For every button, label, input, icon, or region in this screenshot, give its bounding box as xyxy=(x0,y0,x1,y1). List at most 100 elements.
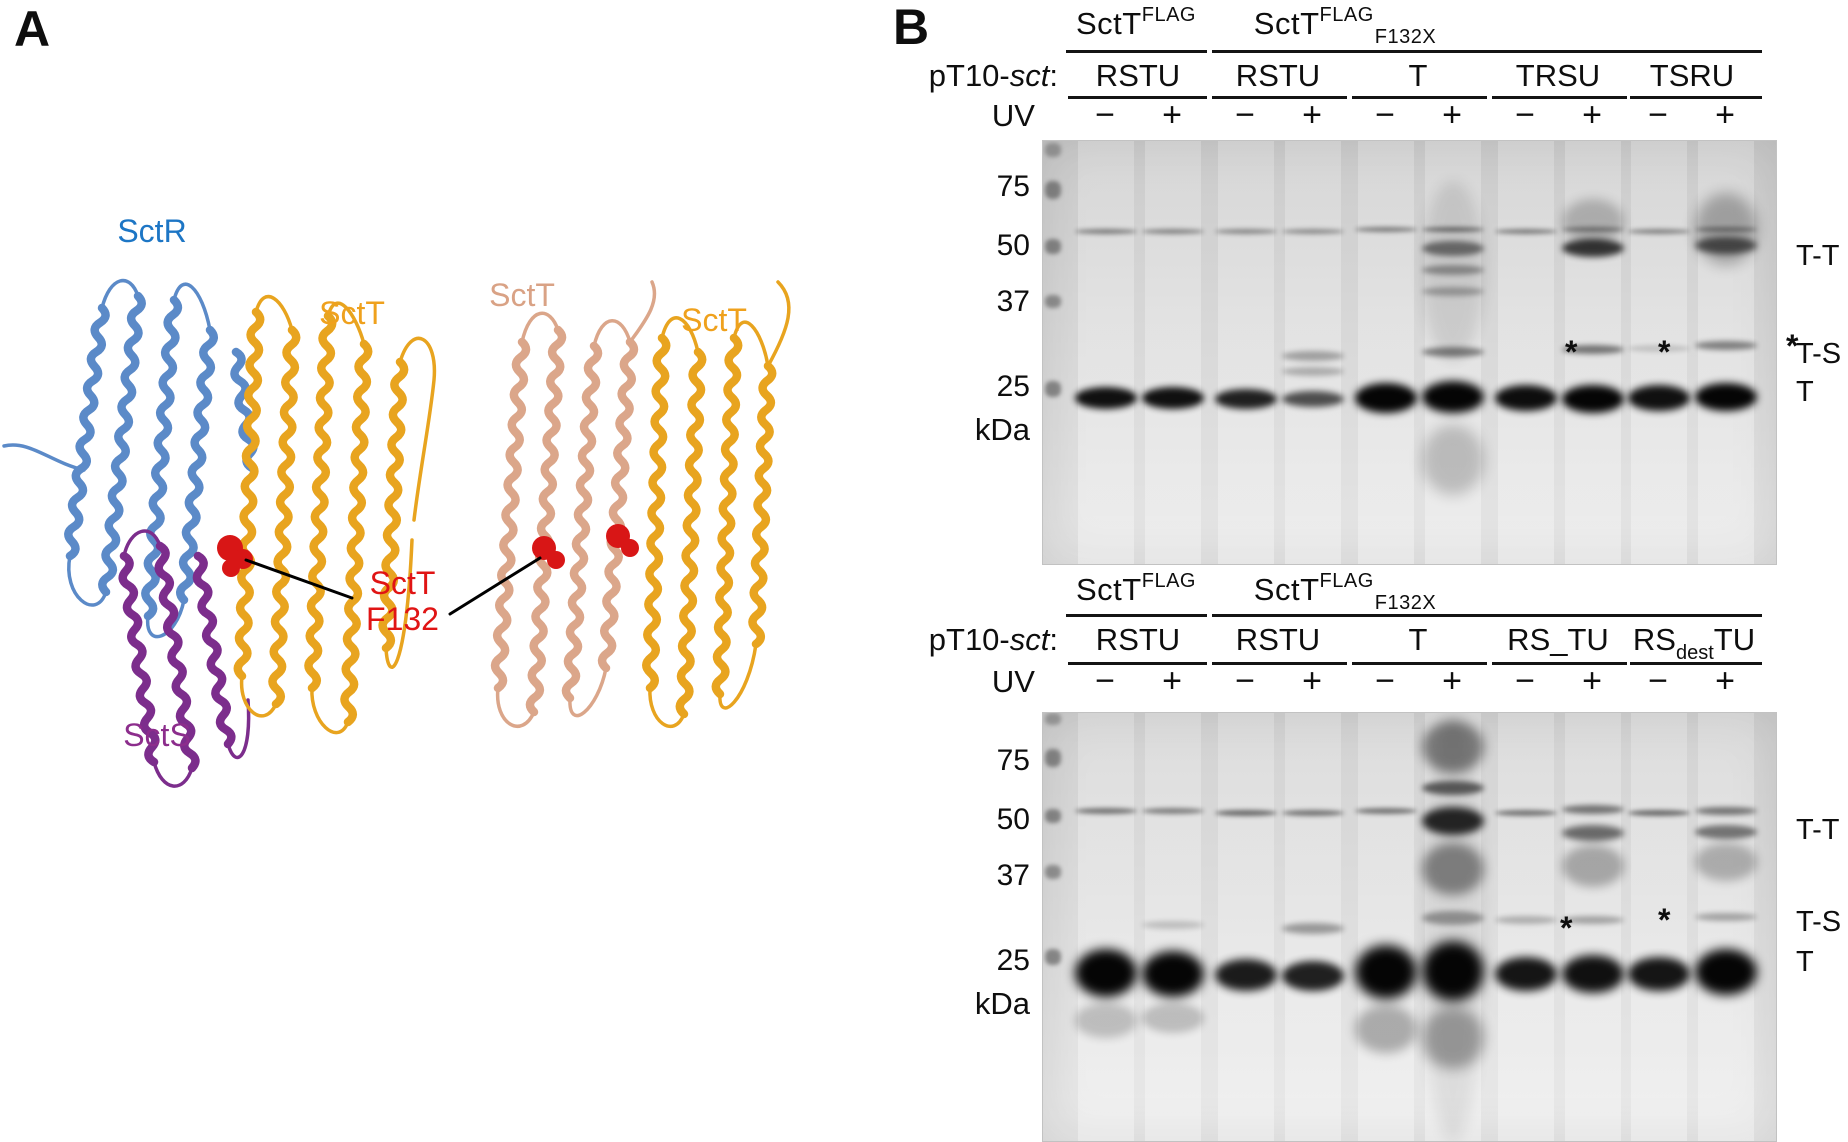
uv-plus-sign: + xyxy=(1715,662,1735,700)
mw-marker-label: 37 xyxy=(996,859,1030,892)
crosslink-band-asterisk: * xyxy=(1560,910,1573,946)
uv-plus-sign: + xyxy=(1715,96,1735,134)
sctt-pale-ribbon-loop xyxy=(495,686,536,728)
lane-group-name: TSRU xyxy=(1649,58,1735,93)
uv-plus-sign: + xyxy=(1582,96,1602,134)
construct-name: SctT xyxy=(1253,572,1320,607)
sctt-2-ribbon-helix xyxy=(675,347,707,719)
protein-band xyxy=(1494,385,1558,411)
band-identity-label: T-T xyxy=(1796,814,1840,846)
f132-pointer-line xyxy=(244,558,354,600)
ladder-band xyxy=(1045,949,1061,965)
label-sctt-dimer-pale: SctT xyxy=(489,277,555,313)
plasmid-row-label-part: pT10- xyxy=(928,622,1010,657)
f132-residue-highlight xyxy=(222,559,240,577)
uv-row-label: UV xyxy=(991,98,1035,133)
lane-group-name: T xyxy=(1408,622,1428,657)
uv-minus-sign: − xyxy=(1095,96,1115,134)
protein-band xyxy=(1627,385,1691,411)
protein-band xyxy=(1354,227,1418,232)
construct-header: SctTFLAG xyxy=(1076,570,1196,608)
sctt-2-ribbon-loop xyxy=(648,686,686,729)
construct-name: SctT xyxy=(1253,6,1320,41)
gel-lane xyxy=(1141,713,1205,1141)
protein-band xyxy=(1141,1003,1205,1033)
label-sctt-f132: SctT F132 xyxy=(345,565,460,638)
sctt-pale-ribbon-helix xyxy=(490,337,531,693)
lane-group-underline xyxy=(1630,662,1762,665)
protein-band xyxy=(1694,825,1758,839)
lane-group-label: TRSU xyxy=(1516,58,1600,94)
protein-band xyxy=(1694,913,1758,921)
label-sctr: SctR xyxy=(117,213,187,249)
crosslink-band-asterisk: * xyxy=(1658,902,1671,938)
protein-band xyxy=(1421,721,1485,773)
sctt-pale-ribbon-loop xyxy=(520,311,560,344)
protein-band xyxy=(1354,1005,1418,1053)
protein-band xyxy=(1141,229,1205,234)
uv-plus-sign: + xyxy=(1162,662,1182,700)
protein-band xyxy=(1281,229,1345,234)
label-f132-line2: F132 xyxy=(366,600,439,637)
scts-ribbon-helix xyxy=(154,541,200,773)
protein-band xyxy=(1561,825,1625,841)
sctr-ribbon-helix xyxy=(98,291,146,597)
construct-mutation-subscript: F132X xyxy=(1374,26,1437,48)
gel-lane xyxy=(1627,713,1691,1141)
sctt-pale-ribbon-loop xyxy=(628,280,657,344)
protein-band xyxy=(1494,810,1558,816)
protein-band xyxy=(1421,713,1485,1141)
ladder-band xyxy=(1045,865,1061,879)
lane-group-name: RSTU xyxy=(1095,58,1181,93)
lane-group-name: RS xyxy=(1632,622,1676,657)
gel-lane xyxy=(1074,713,1138,1141)
ladder-band xyxy=(1045,181,1061,199)
protein-band xyxy=(1074,229,1138,234)
plasmid-row-label-part: pT10- xyxy=(928,58,1010,93)
protein-band xyxy=(1354,808,1418,814)
ladder-band xyxy=(1045,749,1061,767)
protein-band xyxy=(1281,810,1345,816)
protein-band xyxy=(1281,961,1345,991)
panel-a-label: A xyxy=(14,1,51,57)
sctt-2-ribbon-helix xyxy=(642,333,671,693)
sctt-pale-ribbon-helix xyxy=(561,341,603,703)
kda-unit-label: kDa xyxy=(974,986,1030,1021)
gel-lane xyxy=(1354,141,1418,564)
gel-lane xyxy=(1561,713,1625,1141)
protein-band xyxy=(1561,199,1625,245)
sctr-ribbon-helix xyxy=(64,303,110,561)
lane-group-underline xyxy=(1068,662,1207,665)
gel-lane xyxy=(1281,713,1345,1141)
sctt-2-ribbon-loop xyxy=(732,320,770,368)
lane-group-underline xyxy=(1630,96,1762,99)
mw-marker-label: 75 xyxy=(996,170,1030,203)
f132-residue-highlight xyxy=(621,539,639,557)
sctt-ribbon-loop xyxy=(310,686,350,735)
lane-group-underline xyxy=(1212,96,1347,99)
protein-band xyxy=(1421,425,1485,495)
sctt-pale-ribbon-helix xyxy=(525,325,567,717)
crosslink-band-asterisk: * xyxy=(1565,334,1578,370)
protein-band xyxy=(1694,383,1758,411)
protein-band xyxy=(1421,265,1485,275)
protein-band xyxy=(1141,951,1205,997)
sctr-ribbon-loop xyxy=(172,282,212,332)
protein-band xyxy=(1494,916,1558,924)
construct-header-underline xyxy=(1212,50,1762,53)
protein-band xyxy=(1281,923,1345,934)
lane-group-subscript: dest xyxy=(1675,642,1714,664)
uv-plus-sign: + xyxy=(1302,662,1322,700)
lane-group-label: RSTU xyxy=(1236,622,1320,658)
uv-plus-sign: + xyxy=(1442,662,1462,700)
protein-band xyxy=(1627,810,1691,816)
lane-group-label: RSdestTU xyxy=(1633,622,1755,665)
sctt-ribbon-loop xyxy=(239,674,278,718)
gel-lane xyxy=(1561,141,1625,564)
sctr-ribbon-loop xyxy=(100,278,140,310)
uv-minus-sign: − xyxy=(1095,662,1115,700)
band-identity-label: T xyxy=(1796,946,1814,978)
construct-tag-superscript: FLAG xyxy=(1141,570,1196,592)
ladder-band xyxy=(1045,381,1061,397)
protein-band xyxy=(1561,916,1625,924)
